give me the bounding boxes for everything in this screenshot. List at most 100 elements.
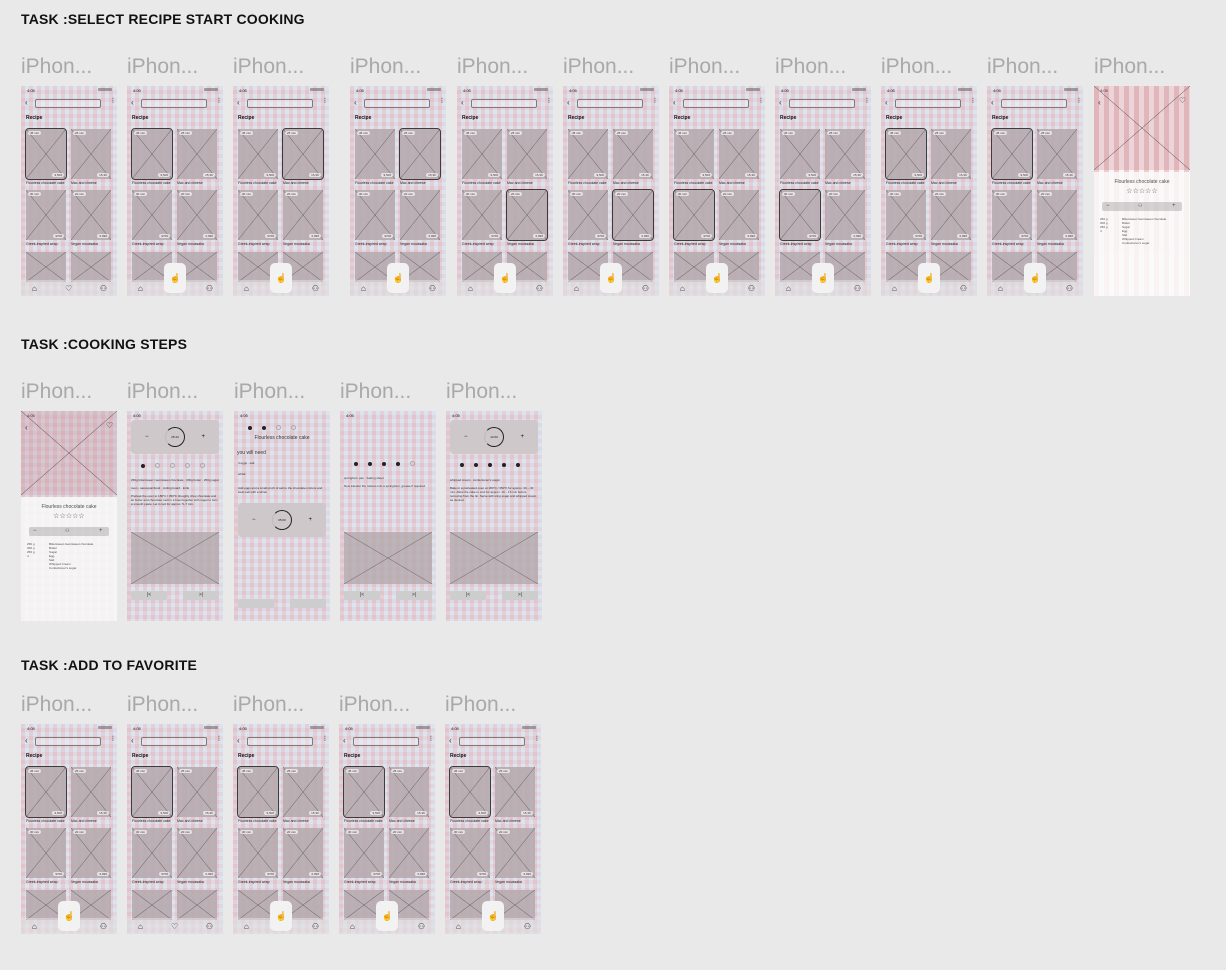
profile-icon[interactable]: ⚇ — [311, 922, 319, 931]
like-count[interactable]: 9,500 — [806, 173, 818, 177]
filter-icon[interactable]: ⫶⫶ — [971, 98, 974, 105]
like-count[interactable]: 15,3K — [203, 173, 215, 177]
home-icon[interactable]: ⌂ — [892, 284, 897, 293]
like-count[interactable]: 6,990 — [957, 234, 969, 238]
timer-minus-button[interactable]: − — [464, 434, 468, 440]
recipe-card[interactable]: 25 min 15,3K — [71, 129, 111, 179]
recipe-card[interactable]: 30 min 9700 — [238, 828, 278, 878]
like-count[interactable]: 6,990 — [415, 872, 427, 876]
hand-cursor-popup[interactable]: ☝ — [494, 263, 517, 293]
like-count[interactable]: 9700 — [1019, 234, 1030, 238]
filter-icon[interactable]: ⫶⫶ — [535, 736, 538, 743]
hand-cursor-popup[interactable]: ☝ — [918, 263, 941, 293]
phone-frame-cooking-step[interactable]: 4:05Let's finish heating chocolateFlourl… — [234, 411, 330, 621]
profile-icon[interactable]: ⚇ — [959, 284, 967, 293]
like-count[interactable]: 6,990 — [426, 234, 438, 238]
filter-icon[interactable]: ⫶⫶ — [1077, 98, 1080, 105]
home-icon[interactable]: ⌂ — [32, 284, 37, 293]
home-icon[interactable]: ⌂ — [32, 922, 37, 931]
next-step-button[interactable]: >| — [502, 591, 538, 600]
recipe-card[interactable]: 45 min 9,500 — [780, 129, 820, 179]
recipe-card[interactable]: 45 min 9,500 — [568, 129, 608, 179]
back-icon[interactable]: ‹ — [779, 98, 782, 107]
filter-icon[interactable]: ⫶⫶ — [865, 98, 868, 105]
recipe-card[interactable]: 45 min 9,500 — [238, 129, 278, 179]
increase-button[interactable]: + — [99, 528, 103, 534]
search-input[interactable] — [895, 99, 961, 108]
filter-icon[interactable]: ⫶⫶ — [547, 98, 550, 105]
timer-minus-button[interactable]: − — [252, 517, 256, 523]
home-icon[interactable]: ⌂ — [574, 284, 579, 293]
recipe-card[interactable]: 20 min 6,990 — [825, 190, 865, 240]
recipe-card[interactable]: 30 min 9700 — [132, 190, 172, 240]
like-count[interactable]: 9,500 — [158, 811, 170, 815]
back-icon[interactable]: ‹ — [131, 98, 134, 107]
phone-frame-recipe-list[interactable]: 4:05 ‹ ⫶⫶ Recipe 45 min 9,500 Flourless chocol… — [445, 724, 541, 934]
phone-frame-recipe-list[interactable]: 4:05 ‹ ⫶⫶ Recipe 45 min 9,500 Flourless chocol… — [457, 86, 553, 296]
like-count[interactable]: 9700 — [477, 872, 488, 876]
home-icon[interactable]: ⌂ — [468, 284, 473, 293]
phone-frame-recipe-list[interactable]: 4:05 ‹ ⫶⫶ Recipe 45 min 9,500 Flourless chocol… — [21, 724, 117, 934]
recipe-card[interactable]: 20 min 6,990 — [612, 189, 654, 241]
search-input[interactable] — [141, 737, 207, 746]
recipe-card[interactable]: 25 min 15,3K — [283, 767, 323, 817]
search-input[interactable] — [471, 99, 537, 108]
recipe-card[interactable]: 20 min 6,990 — [283, 828, 323, 878]
previous-step-button[interactable]: |< — [344, 591, 380, 600]
next-step-button[interactable]: >| — [396, 591, 432, 600]
search-input[interactable] — [141, 99, 207, 108]
like-count[interactable]: 9700 — [265, 234, 276, 238]
like-count[interactable]: 9,500 — [1018, 173, 1030, 177]
like-count[interactable]: 15,3K — [97, 173, 109, 177]
recipe-card[interactable]: 45 min 9,500 — [343, 766, 385, 818]
like-count[interactable]: 6,990 — [851, 234, 863, 238]
recipe-card[interactable]: 20 min 6,990 — [931, 190, 971, 240]
like-count[interactable]: 6,990 — [97, 234, 109, 238]
profile-icon[interactable]: ⚇ — [99, 922, 107, 931]
like-count[interactable]: 15,3K — [957, 173, 969, 177]
recipe-card[interactable]: 25 min 15,3K — [613, 129, 653, 179]
home-icon[interactable]: ⌂ — [138, 284, 143, 293]
home-icon[interactable]: ⌂ — [786, 284, 791, 293]
back-icon[interactable]: ‹ — [354, 98, 357, 107]
like-count[interactable]: 9,500 — [476, 811, 488, 815]
like-count[interactable]: 9700 — [53, 872, 64, 876]
filter-icon[interactable]: ⫶⫶ — [323, 98, 326, 105]
back-icon[interactable]: ‹ — [237, 98, 240, 107]
increase-button[interactable]: + — [1172, 203, 1176, 209]
like-count[interactable]: 6,990 — [203, 872, 215, 876]
back-icon[interactable]: ‹ — [25, 98, 28, 107]
phone-frame-recipe-list[interactable]: 4:05 ‹ ⫶⫶ Recipe 45 min 9,500 Flourless chocol… — [881, 86, 977, 296]
phone-frame-cooking-step[interactable]: 4:05 − 25:43 +250g bittersweet / semisweet … — [127, 411, 223, 621]
recipe-card[interactable]: 25 min 15,3K — [71, 767, 111, 817]
phone-frame-recipe-list[interactable]: 4:05 ‹ ⫶⫶ Recipe 45 min 9,500 Flourless chocol… — [669, 86, 765, 296]
like-count[interactable]: 9700 — [265, 872, 276, 876]
servings-stepper[interactable] — [29, 527, 109, 536]
recipe-card[interactable] — [132, 890, 172, 920]
hand-cursor-popup[interactable]: ☝ — [706, 263, 729, 293]
like-count[interactable]: 9700 — [701, 234, 712, 238]
recipe-card[interactable]: 45 min 9,500 — [355, 129, 395, 179]
like-count[interactable]: 9,500 — [264, 173, 276, 177]
recipe-card[interactable]: 20 min 6,990 — [389, 828, 429, 878]
profile-icon[interactable]: ⚇ — [641, 284, 649, 293]
recipe-card[interactable]: 45 min 9,500 — [991, 128, 1033, 180]
recipe-card[interactable]: 20 min 6,990 — [1037, 190, 1077, 240]
phone-frame-recipe-list[interactable]: 4:05 ‹ ⫶⫶ Recipe 45 min 9,500 Flourless chocol… — [339, 724, 435, 934]
step-timer[interactable]: − 05:00 + — [238, 503, 326, 537]
phone-frame-recipe-list[interactable]: 4:05 ‹ ⫶⫶ Recipe 45 min 9,500 Flourless chocol… — [233, 86, 329, 296]
recipe-card[interactable]: 45 min 9,500 — [449, 766, 491, 818]
recipe-card[interactable]: 25 min 15,3K — [282, 128, 324, 180]
hand-cursor-popup[interactable]: ☝ — [164, 263, 187, 293]
home-icon[interactable]: ⌂ — [998, 284, 1003, 293]
home-icon[interactable]: ⌂ — [361, 284, 366, 293]
heart-icon[interactable]: ♡ — [65, 284, 73, 293]
like-count[interactable]: 6,990 — [521, 872, 533, 876]
recipe-card[interactable]: 25 min 15,3K — [399, 128, 441, 180]
search-input[interactable] — [35, 99, 101, 108]
recipe-card[interactable]: 30 min 9700 — [344, 828, 384, 878]
search-input[interactable] — [247, 737, 313, 746]
filter-icon[interactable]: ⫶⫶ — [440, 98, 443, 105]
like-count[interactable]: 15,3K — [426, 173, 438, 177]
servings-stepper[interactable] — [1102, 202, 1182, 211]
